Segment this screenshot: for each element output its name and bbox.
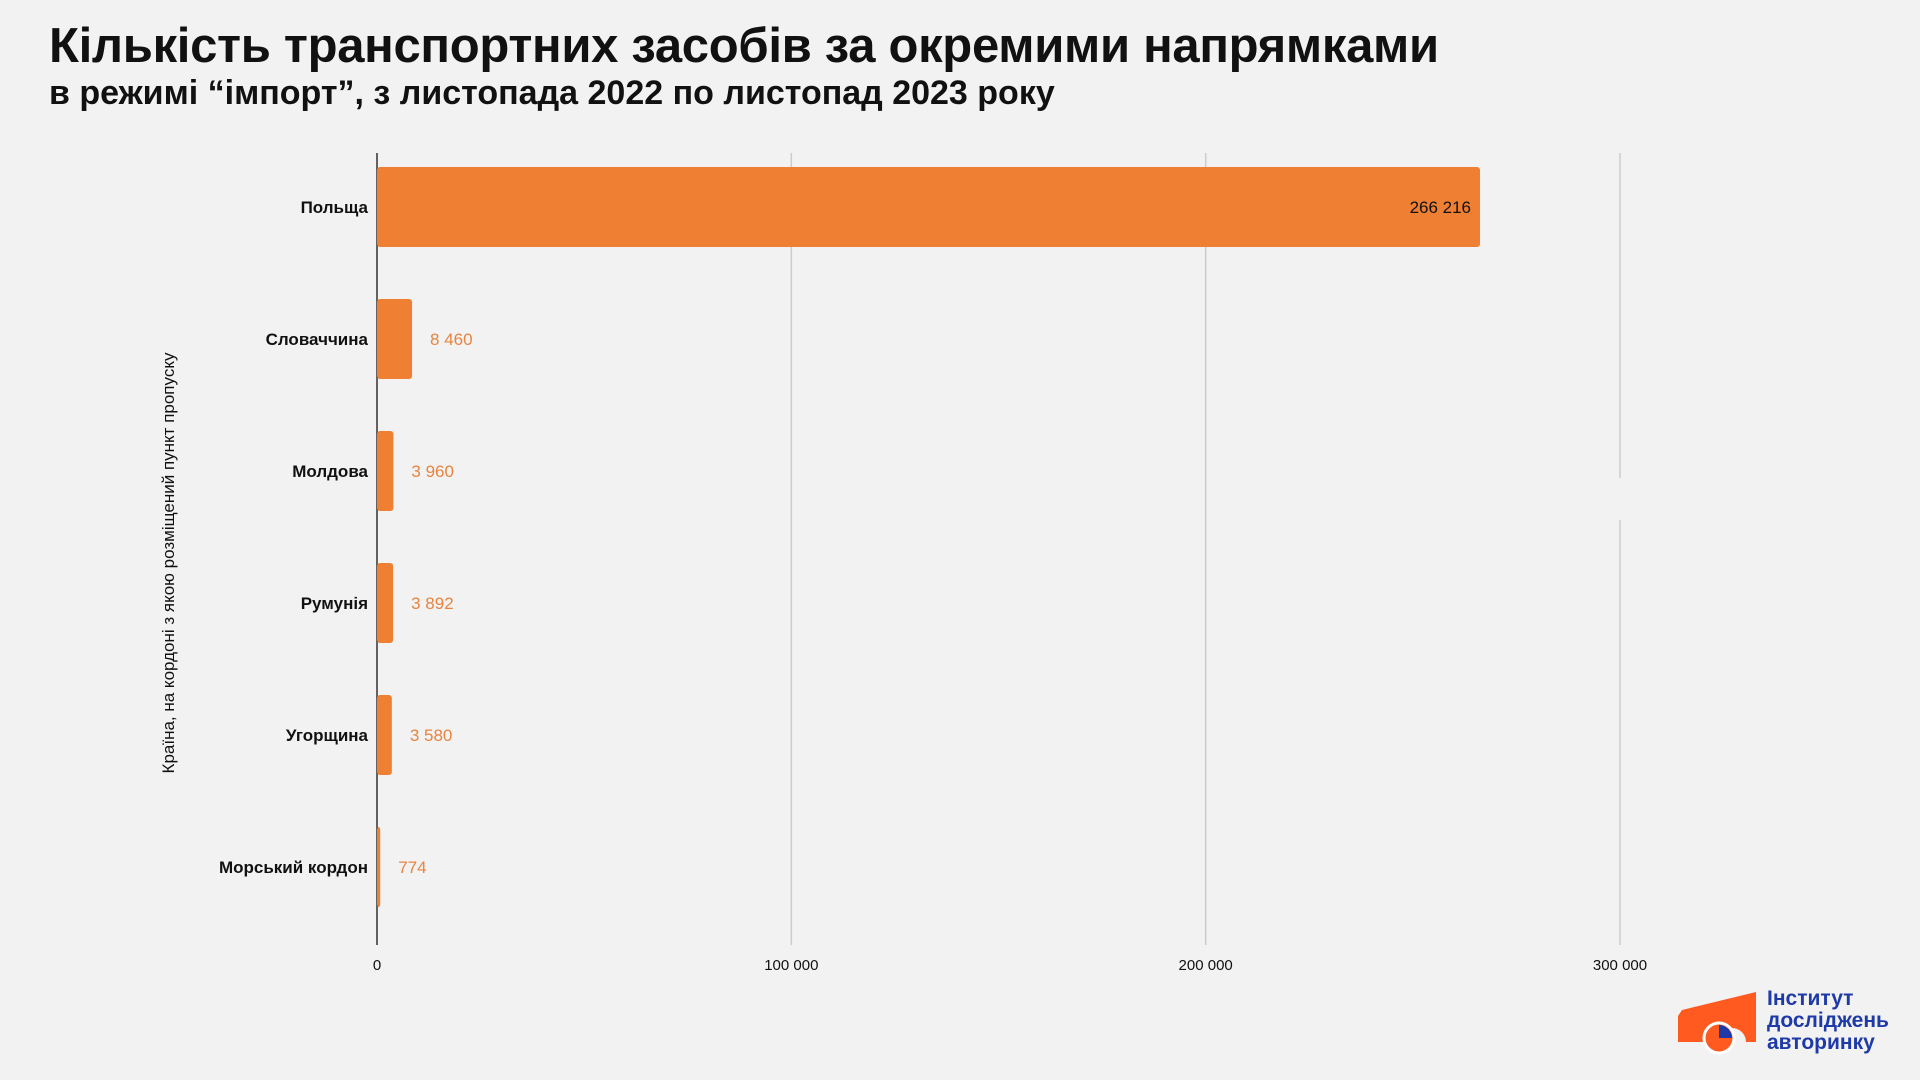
bars xyxy=(377,167,1481,907)
logo-icon xyxy=(1678,992,1756,1055)
data-label: 3 892 xyxy=(411,594,454,613)
logo-text: Інститут досліджень авторинку xyxy=(1767,988,1889,1054)
bar xyxy=(377,827,381,907)
bar xyxy=(377,695,392,775)
data-label: 774 xyxy=(398,858,426,877)
logo-line-2: досліджень xyxy=(1767,1009,1889,1032)
chart-title: Кількість транспортних засобів за окреми… xyxy=(49,19,1439,73)
category-label: Румунія xyxy=(301,594,368,613)
chart-subtitle: в режимі “імпорт”, з листопада 2022 по л… xyxy=(49,74,1055,112)
bar xyxy=(377,167,1481,247)
data-label: 8 460 xyxy=(430,330,473,349)
category-label: Молдова xyxy=(292,462,368,481)
logo-line-1: Інститут xyxy=(1767,987,1854,1010)
data-label: 266 216 xyxy=(1410,198,1471,217)
bar-chart: 0 100 000 200 000 300 000 Польща 266 216 Слова… xyxy=(159,153,1647,974)
x-tick-label: 300 000 xyxy=(1593,957,1647,974)
logo-line-3: авторинку xyxy=(1767,1031,1875,1054)
category-label: Польща xyxy=(301,198,369,217)
category-label: Словаччина xyxy=(266,330,369,349)
x-tick-label: 200 000 xyxy=(1179,957,1233,974)
y-axis-label: Країна, на кордоні з якою розміщений пун… xyxy=(159,352,178,773)
bar xyxy=(377,563,394,643)
category-label: Морський кордон xyxy=(219,858,368,877)
data-label: 3 960 xyxy=(411,462,454,481)
data-label: 3 580 xyxy=(410,726,453,745)
x-tick-label: 100 000 xyxy=(764,957,818,974)
labels: 0 100 000 200 000 300 000 Польща 266 216 Слова… xyxy=(219,198,1647,974)
bar xyxy=(377,299,413,379)
category-label: Угорщина xyxy=(286,726,369,745)
bar xyxy=(377,431,394,511)
x-tick-label: 0 xyxy=(373,957,381,974)
grid-lines xyxy=(376,153,1621,945)
